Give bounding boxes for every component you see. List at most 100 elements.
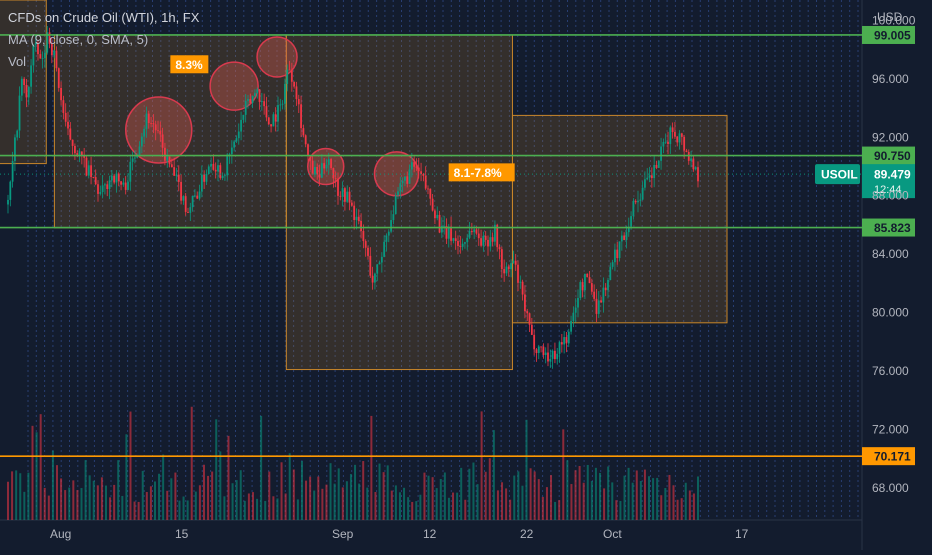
volume-bar (505, 488, 508, 520)
volume-bar (648, 476, 651, 520)
candle-body (604, 287, 607, 291)
candle-body (57, 68, 60, 88)
candle-body (459, 246, 462, 247)
candle-body (330, 159, 332, 169)
volume-bar (100, 477, 103, 520)
candle-body (106, 184, 109, 189)
candle-body (674, 131, 676, 137)
volume-bar (19, 473, 22, 520)
volume-bar (692, 493, 695, 520)
candle-body (94, 177, 97, 185)
candle-body (602, 287, 605, 303)
symbol-badge (815, 164, 860, 185)
candle-body (194, 195, 196, 197)
candle-body (138, 146, 141, 155)
volume-bar (47, 495, 50, 520)
volume-bar (456, 492, 459, 520)
volume-bar (129, 411, 132, 520)
candle-body (660, 146, 662, 161)
volume-bar (411, 501, 414, 520)
candle-body (104, 184, 106, 186)
candle-body (110, 175, 113, 181)
volume-bar (329, 463, 332, 520)
volume-bar (288, 453, 291, 520)
candle-body (528, 313, 531, 325)
volume-bar (15, 470, 18, 520)
volume-bar (243, 500, 246, 520)
price-axis[interactable]: USD 100.000 96.000 92.000 88.000 84.000 80.00… (872, 10, 916, 495)
horizontal-levels[interactable]: 99.005 90.750 85.823 70.171 USOIL 89.479 12:44 (0, 25, 915, 466)
candle-body (533, 334, 536, 350)
candle-body (517, 264, 519, 283)
candle-body (540, 346, 542, 348)
volume-bar (672, 485, 675, 520)
time-axis[interactable]: Aug 15 Sep 12 22 Oct 17 (50, 527, 749, 541)
candle-body (664, 141, 667, 143)
volume-bar (472, 462, 475, 520)
candle-body (290, 69, 293, 82)
time-tick-label: 22 (520, 527, 534, 541)
candle-body (387, 231, 390, 236)
volume-bar (158, 473, 161, 520)
candle-body (482, 235, 485, 246)
volume-bar (43, 487, 46, 520)
volume-bar (684, 482, 687, 520)
volume-bar (537, 479, 540, 520)
volume-bar (578, 465, 581, 520)
candle-body (544, 352, 547, 355)
volume-bar (631, 482, 634, 520)
volume-bar (215, 419, 218, 520)
volume-bar (235, 480, 238, 520)
candle-body (410, 162, 413, 170)
volume-bar (358, 483, 361, 520)
candle-body (263, 101, 266, 107)
candle-body (64, 112, 67, 122)
volume-bar (562, 429, 565, 520)
candle-body (353, 205, 356, 221)
volume-bar (447, 497, 450, 520)
candle-body (152, 123, 155, 125)
candle-body (274, 114, 277, 122)
candle-body (175, 174, 178, 176)
candle-body (48, 32, 51, 44)
candle-body (230, 147, 233, 155)
candle-body (685, 150, 688, 152)
volume-bar (607, 466, 610, 520)
price-tick-label: 80.000 (872, 306, 909, 320)
candle-body (431, 198, 434, 211)
volume-bar (362, 461, 365, 520)
volume-bar (398, 492, 401, 520)
volume-bar (194, 491, 197, 520)
volume-bar (211, 471, 214, 520)
volume-bar (545, 487, 548, 520)
symbol-title[interactable]: CFDs on Crude Oil (WTI), 1h, FX (8, 10, 200, 25)
volume-bar (345, 481, 348, 520)
candle-body (212, 163, 215, 170)
volume-bar (521, 485, 524, 520)
candle-body (27, 86, 30, 98)
volume-bar (125, 434, 128, 520)
candle-body (117, 173, 120, 182)
candle-body (284, 83, 286, 104)
candle-body (173, 167, 176, 176)
time-tick-label: Aug (50, 527, 71, 541)
volume-bar (272, 496, 275, 520)
volume-indicator-label[interactable]: Vol (8, 54, 27, 69)
candle-body (512, 260, 515, 264)
candle-body (78, 151, 81, 156)
candle-body (180, 181, 182, 201)
ma-indicator-label[interactable]: MA (9, close, 0, SMA, 5) (8, 32, 149, 47)
candle-body (692, 158, 695, 170)
candle-body (279, 104, 282, 106)
candle-body (644, 179, 646, 188)
candle-body (247, 99, 249, 101)
candle-body (556, 353, 559, 360)
volume-bar (190, 406, 193, 520)
candle-body (244, 100, 247, 115)
candle-body (242, 114, 245, 120)
candle-body (50, 43, 53, 56)
candle-body (60, 87, 62, 101)
price-tick-label: 76.000 (872, 364, 909, 378)
